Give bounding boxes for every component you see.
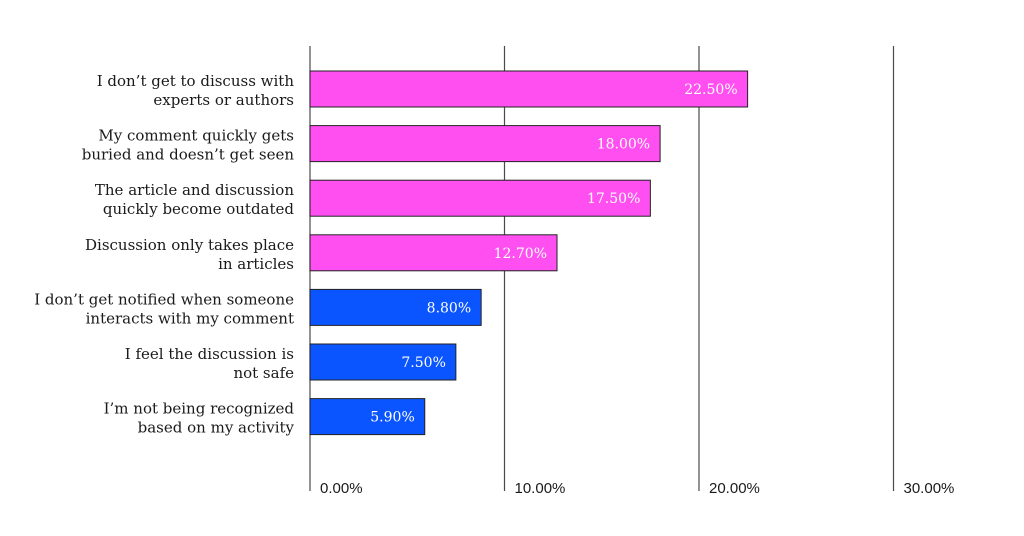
category-label: My comment quickly gets buried and doesn’… [82,127,295,164]
data-label: 22.50% [684,82,737,98]
category-label-line: based on my activity [138,419,295,437]
category-label-line: experts or authors [153,91,294,109]
data-label: 17.50% [587,191,640,207]
x-tick-label: 10.00% [515,480,566,497]
category-label-line: My comment quickly gets [98,127,294,145]
category-label-line: I feel the discussion is [125,345,294,363]
bars: 22.50% 18.00% 17.50% 12.70% 8.80% 7.50% 5.90% [309,70,749,436]
bar [309,179,651,217]
category-label: The article and discussion quickly become… [95,181,295,218]
data-label: 7.50% [401,355,445,371]
data-label: 5.90% [370,410,414,426]
category-label: I don’t get to discuss with experts or au… [97,72,295,109]
category-label-line: I don’t get notified when someone [34,290,294,308]
data-label: 8.80% [427,300,471,316]
category-label: I feel the discussion is not safe [125,345,294,382]
bar [309,343,457,381]
bar [309,234,558,272]
bar [309,398,426,436]
category-label-line: not safe [233,364,294,382]
category-label-line: I’m not being recognized [104,400,295,418]
bar [309,125,661,163]
category-label: I don’t get notified when someone interac… [34,290,294,327]
category-label-line: The article and discussion [95,181,294,199]
category-label-line: Discussion only takes place [85,236,294,254]
bar [309,288,482,326]
x-tick-label: 30.00% [904,480,955,497]
x-tick-label: 20.00% [709,480,760,497]
category-label: Discussion only takes place in articles [85,236,294,273]
category-label-line: quickly become outdated [103,200,295,218]
bar [309,70,749,108]
data-label: 12.70% [494,246,547,262]
category-labels: I don’t get to discuss with experts or au… [34,72,294,437]
x-tick-labels: 0.00% 10.00% 20.00% 30.00% [320,480,954,497]
category-label-line: interacts with my comment [86,309,294,327]
category-label-line: buried and doesn’t get seen [82,146,295,164]
x-tick-label: 0.00% [320,480,363,497]
category-label: I’m not being recognized based on my acti… [104,400,295,437]
category-label-line: in articles [218,255,294,273]
data-label: 18.00% [597,137,650,153]
category-label-line: I don’t get to discuss with [97,72,295,90]
